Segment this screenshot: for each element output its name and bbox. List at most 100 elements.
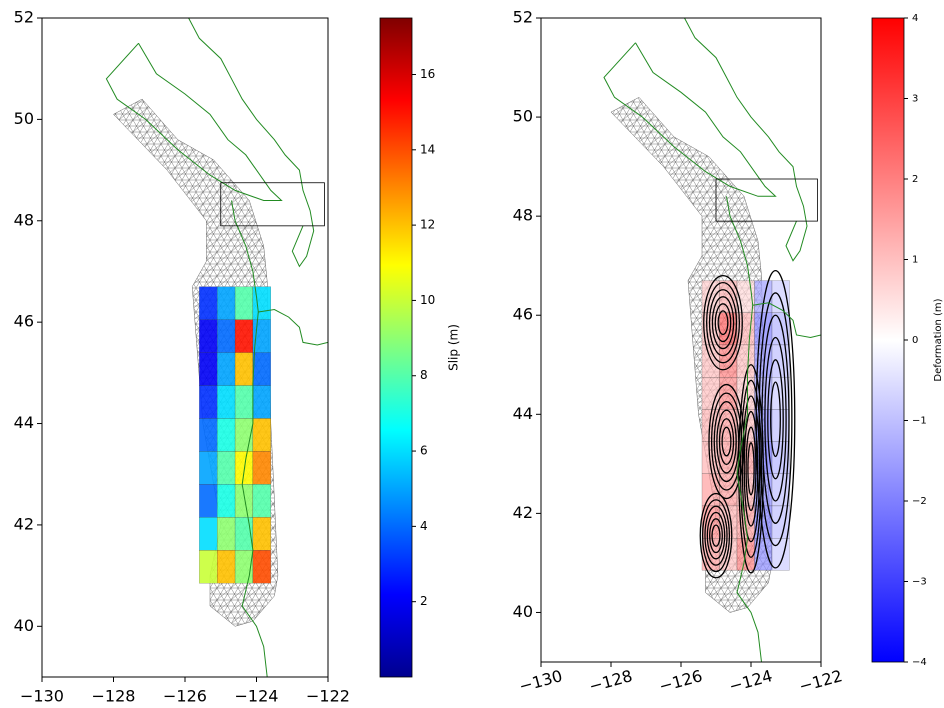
field-cell [252, 517, 271, 551]
field-cell [234, 385, 254, 419]
y-tick-label: 40 [513, 602, 533, 621]
colorbar [379, 17, 413, 678]
coastline [603, 42, 777, 197]
field-cell [199, 418, 218, 452]
contour [770, 381, 781, 458]
field-cell [217, 319, 236, 353]
contour [721, 426, 732, 457]
colorbar-tick-label: 6 [420, 444, 428, 458]
y-tick-label: 52 [513, 8, 533, 27]
colorbar-label: Deformation (m) [933, 298, 944, 381]
plot-area [105, 18, 328, 677]
field-cell [234, 319, 254, 353]
field-cell [252, 352, 271, 386]
field-cell [217, 286, 236, 320]
field-cell [771, 538, 790, 571]
field-cell [199, 385, 218, 419]
map-panel: −130 −128 −126 −124 −122 40 42 44 46 48 50 52 [14, 8, 350, 706]
axes-frame [41, 17, 329, 678]
field-cell [234, 451, 254, 485]
contour [709, 518, 723, 554]
colorbar-tick-label: −4 [912, 657, 927, 668]
contour [701, 499, 731, 573]
contour [708, 289, 738, 357]
x-tick-label: −122 [306, 687, 350, 705]
y-tick-label: 40 [14, 616, 34, 635]
field-cell [199, 319, 218, 353]
colorbar-tick-label: 0 [912, 335, 918, 346]
field-cell [252, 484, 271, 518]
contour [705, 282, 741, 364]
colorbar-tick-label: 4 [420, 519, 428, 533]
field-cell [252, 451, 271, 485]
contour [711, 296, 735, 350]
y-tick-label: 50 [513, 107, 533, 126]
x-tick-label: −124 [235, 687, 279, 705]
y-tick-label: 42 [14, 514, 34, 533]
colorbar-tick-label: 3 [912, 94, 918, 105]
colorbar-tick-label: −2 [912, 496, 927, 507]
field-cell [199, 550, 218, 584]
coastline [684, 18, 808, 262]
coastline [188, 18, 315, 268]
field-cell [199, 352, 218, 386]
colorbar-tick-label: 10 [420, 293, 435, 307]
coastline [726, 196, 762, 662]
plot-area [603, 18, 821, 662]
region-box [220, 182, 325, 227]
contour [716, 409, 737, 474]
y-tick-label: 50 [14, 109, 34, 128]
field-cell [252, 385, 271, 419]
contour [764, 336, 787, 502]
contour [703, 274, 743, 371]
contour [708, 383, 745, 500]
y-tick-label: 52 [14, 8, 34, 27]
x-tick-label: −126 [163, 687, 207, 705]
field-cell [199, 517, 218, 551]
colorbar-tick-label: 2 [420, 594, 428, 608]
coastline [258, 308, 328, 346]
colorbar-tick-label: 1 [912, 255, 918, 266]
y-tick-label: 44 [14, 413, 34, 432]
field-cell [217, 550, 236, 584]
coastline [105, 42, 283, 201]
coastline [752, 302, 821, 339]
x-tick-label: −126 [657, 666, 704, 696]
y-tick-label: 42 [513, 503, 533, 522]
colorbar [871, 17, 905, 663]
x-tick-label: −122 [797, 666, 844, 696]
contour [704, 505, 728, 566]
colorbar-tick-label: 12 [420, 218, 435, 232]
field-cell [217, 484, 236, 518]
contour [706, 511, 726, 560]
x-tick-label: −124 [727, 666, 774, 696]
contour [743, 410, 759, 527]
x-tick-label: −128 [92, 687, 136, 705]
contour [745, 426, 757, 512]
contour [741, 395, 761, 543]
contour [747, 442, 755, 496]
x-tick-label: −130 [20, 687, 64, 705]
colorbar-tick-label: 4 [912, 13, 918, 24]
region-box [715, 178, 818, 222]
x-tick-label: −128 [587, 666, 634, 696]
map-panel: −130 −128 −126 −124 −122 40 42 44 46 48 50 52 [513, 8, 845, 696]
contour [718, 418, 735, 465]
colorbar-tick-label: −1 [912, 416, 927, 427]
field-cell [199, 286, 218, 320]
y-tick-label: 46 [513, 305, 533, 324]
y-tick-label: 48 [513, 206, 533, 225]
field-cell [217, 352, 236, 386]
field-cell [234, 352, 254, 386]
field-cell [234, 484, 254, 518]
contour [739, 379, 763, 558]
contour [767, 359, 784, 480]
x-tick-label: −130 [517, 666, 564, 696]
y-tick-label: 44 [513, 404, 533, 423]
field-cell [252, 418, 271, 452]
y-tick-label: 46 [14, 312, 34, 331]
contour [714, 303, 732, 343]
colorbar-tick-label: −3 [912, 577, 927, 588]
field-cell [234, 286, 254, 320]
contour [711, 524, 721, 547]
